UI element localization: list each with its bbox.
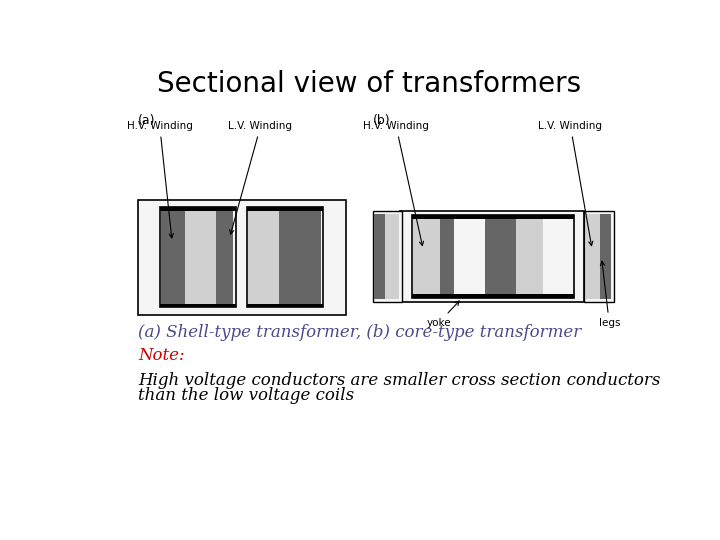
Text: yoke: yoke xyxy=(426,301,459,328)
Text: H.V. Winding: H.V. Winding xyxy=(127,122,193,238)
Bar xyxy=(516,218,544,295)
Text: Note:: Note: xyxy=(138,347,184,365)
Bar xyxy=(441,218,454,295)
Bar xyxy=(248,210,279,304)
Bar xyxy=(160,207,235,211)
Bar xyxy=(412,215,575,219)
Text: High voltage conductors are smaller cross section conductors: High voltage conductors are smaller cros… xyxy=(138,372,660,389)
Bar xyxy=(374,214,385,299)
Bar xyxy=(246,207,323,307)
Bar xyxy=(600,214,611,299)
Text: legs: legs xyxy=(598,261,620,328)
Bar xyxy=(215,210,233,304)
Bar xyxy=(400,211,585,302)
Bar xyxy=(293,210,321,304)
Bar xyxy=(184,210,215,304)
Bar xyxy=(160,303,235,307)
Bar xyxy=(412,294,575,298)
Text: L.V. Winding: L.V. Winding xyxy=(539,122,603,246)
Bar xyxy=(503,218,516,295)
Bar xyxy=(246,207,323,211)
Bar xyxy=(413,218,441,295)
Bar xyxy=(412,215,575,298)
Text: (a): (a) xyxy=(138,114,156,127)
Text: L.V. Winding: L.V. Winding xyxy=(228,122,292,234)
Bar xyxy=(586,214,600,299)
Bar xyxy=(385,214,399,299)
Text: than the low voltage coils: than the low voltage coils xyxy=(138,387,354,404)
Bar xyxy=(373,211,402,302)
Text: Sectional view of transformers: Sectional view of transformers xyxy=(157,70,581,98)
Bar xyxy=(585,211,614,302)
Bar xyxy=(161,210,184,304)
Text: (b): (b) xyxy=(373,114,390,127)
Text: H.V. Winding: H.V. Winding xyxy=(363,122,429,246)
Bar xyxy=(246,303,323,307)
Bar xyxy=(138,200,346,315)
Bar xyxy=(485,218,503,295)
Bar xyxy=(279,210,293,304)
Text: (a) Shell-type transformer, (b) core-type transformer: (a) Shell-type transformer, (b) core-typ… xyxy=(138,324,581,341)
Bar xyxy=(160,207,235,307)
